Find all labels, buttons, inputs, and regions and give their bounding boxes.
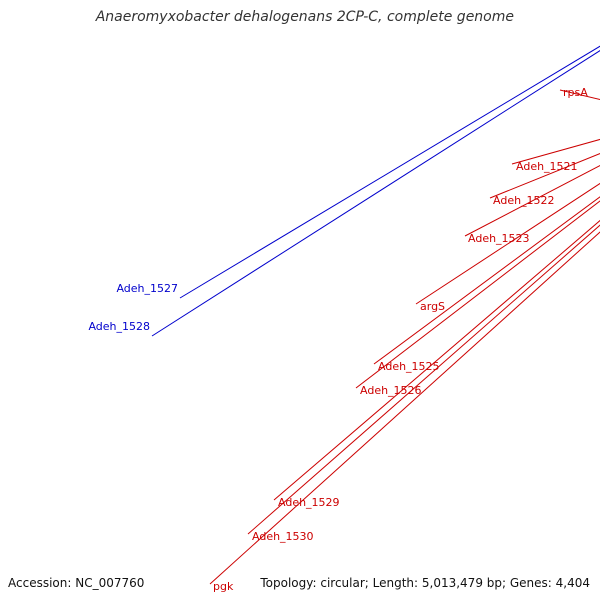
- label-connector: [151, 50, 600, 337]
- label-connector: [511, 138, 600, 165]
- gene-label: Adeh_1527: [116, 282, 178, 295]
- gene-label: Adeh_1529: [278, 496, 340, 509]
- label-connector: [373, 196, 600, 365]
- gene-label: rpsA: [563, 86, 588, 99]
- gene-label-group: rpsAAdeh_1521Adeh_1522Adeh_1523argSAdeh_…: [88, 45, 600, 593]
- label-connector: [179, 45, 600, 299]
- gene-label: Adeh_1530: [252, 530, 314, 543]
- genome-summary-text: Topology: circular; Length: 5,013,479 bp…: [260, 576, 590, 590]
- label-connector: [415, 182, 600, 305]
- gene-label: pgk: [213, 580, 234, 593]
- label-connector: [489, 153, 600, 199]
- accession-text: Accession: NC_007760: [8, 576, 145, 590]
- gene-label: Adeh_1526: [360, 384, 422, 397]
- label-connector: [464, 165, 600, 237]
- label-connector: [355, 200, 600, 389]
- label-connector: [209, 231, 600, 585]
- label-connector: [559, 89, 600, 101]
- gene-label: Adeh_1528: [88, 320, 150, 333]
- gene-label: Adeh_1523: [468, 232, 530, 245]
- gene-label: argS: [420, 300, 445, 313]
- label-connector: [273, 219, 600, 501]
- map-title: Anaeromyxobacter dehalogenans 2CP-C, com…: [93, 9, 516, 25]
- gene-label: Adeh_1521: [516, 160, 578, 173]
- label-connector: [247, 224, 600, 535]
- gene-label: Adeh_1525: [378, 360, 440, 373]
